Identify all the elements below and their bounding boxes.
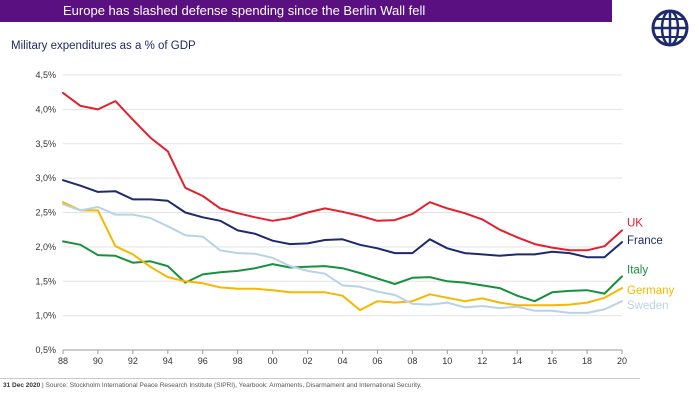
footer-divider [0, 378, 640, 379]
y-tick-label: 4,5% [35, 70, 56, 80]
series-label-uk: UK [627, 217, 643, 229]
axes: 0,5% 1,0% 1,5% 2,0% 2,5% 3,0% 3,5% 4,0% 4,5% 88 90… [35, 70, 627, 366]
series-label-france: France [627, 235, 663, 247]
series-label-sweden: Sweden [627, 300, 669, 312]
y-tick-label: 2,0% [35, 242, 56, 252]
footer-source: 31 Dec 2020 | Source: Stockholm Internat… [3, 382, 422, 389]
footer-source-text: | Source: Stockholm International Peace … [42, 382, 422, 389]
x-tick-label: 16 [547, 356, 557, 366]
x-tick-label: 02 [303, 356, 313, 366]
series-labels: UK France Italy Germany Sweden [627, 217, 675, 312]
y-tick-label: 3,0% [35, 173, 56, 183]
x-tick-label: 00 [268, 356, 278, 366]
series-line-uk [62, 91, 623, 252]
x-tick-label: 08 [407, 356, 417, 366]
y-tick-label: 4,0% [35, 104, 56, 114]
x-tick-label: 98 [233, 356, 243, 366]
chart-title: Military expenditures as a % of GDP [11, 40, 196, 52]
x-tick-label: 92 [128, 356, 138, 366]
x-tick-label: 12 [477, 356, 487, 366]
x-tick-label: 06 [372, 356, 382, 366]
y-tick-label: 0,5% [35, 345, 56, 355]
x-tick-label: 90 [93, 356, 103, 366]
x-tick-label: 10 [442, 356, 452, 366]
y-tick-label: 3,5% [35, 139, 56, 149]
y-tick-label: 1,5% [35, 276, 56, 286]
header-banner: Europe has slashed defense spending sinc… [0, 0, 612, 22]
x-tick-label: 04 [337, 356, 347, 366]
globe-icon [651, 9, 689, 47]
series-lines [62, 91, 623, 314]
series-line-germany [62, 201, 623, 312]
x-tick-label: 14 [512, 356, 522, 366]
x-tick-label: 94 [163, 356, 173, 366]
x-tick-label: 88 [58, 356, 68, 366]
x-tick-label: 20 [617, 356, 627, 366]
header-title: Europe has slashed defense spending sinc… [63, 3, 426, 18]
x-tick-label: 18 [582, 356, 592, 366]
y-tick-label: 2,5% [35, 208, 56, 218]
x-tick-label: 96 [198, 356, 208, 366]
series-label-germany: Germany [627, 285, 675, 297]
series-label-italy: Italy [627, 264, 648, 276]
series-line-france [62, 179, 623, 259]
series-line-italy [62, 240, 623, 303]
footer-date: 31 Dec 2020 [3, 382, 41, 389]
y-tick-label: 1,0% [35, 311, 56, 321]
series-line-sweden [62, 203, 623, 314]
